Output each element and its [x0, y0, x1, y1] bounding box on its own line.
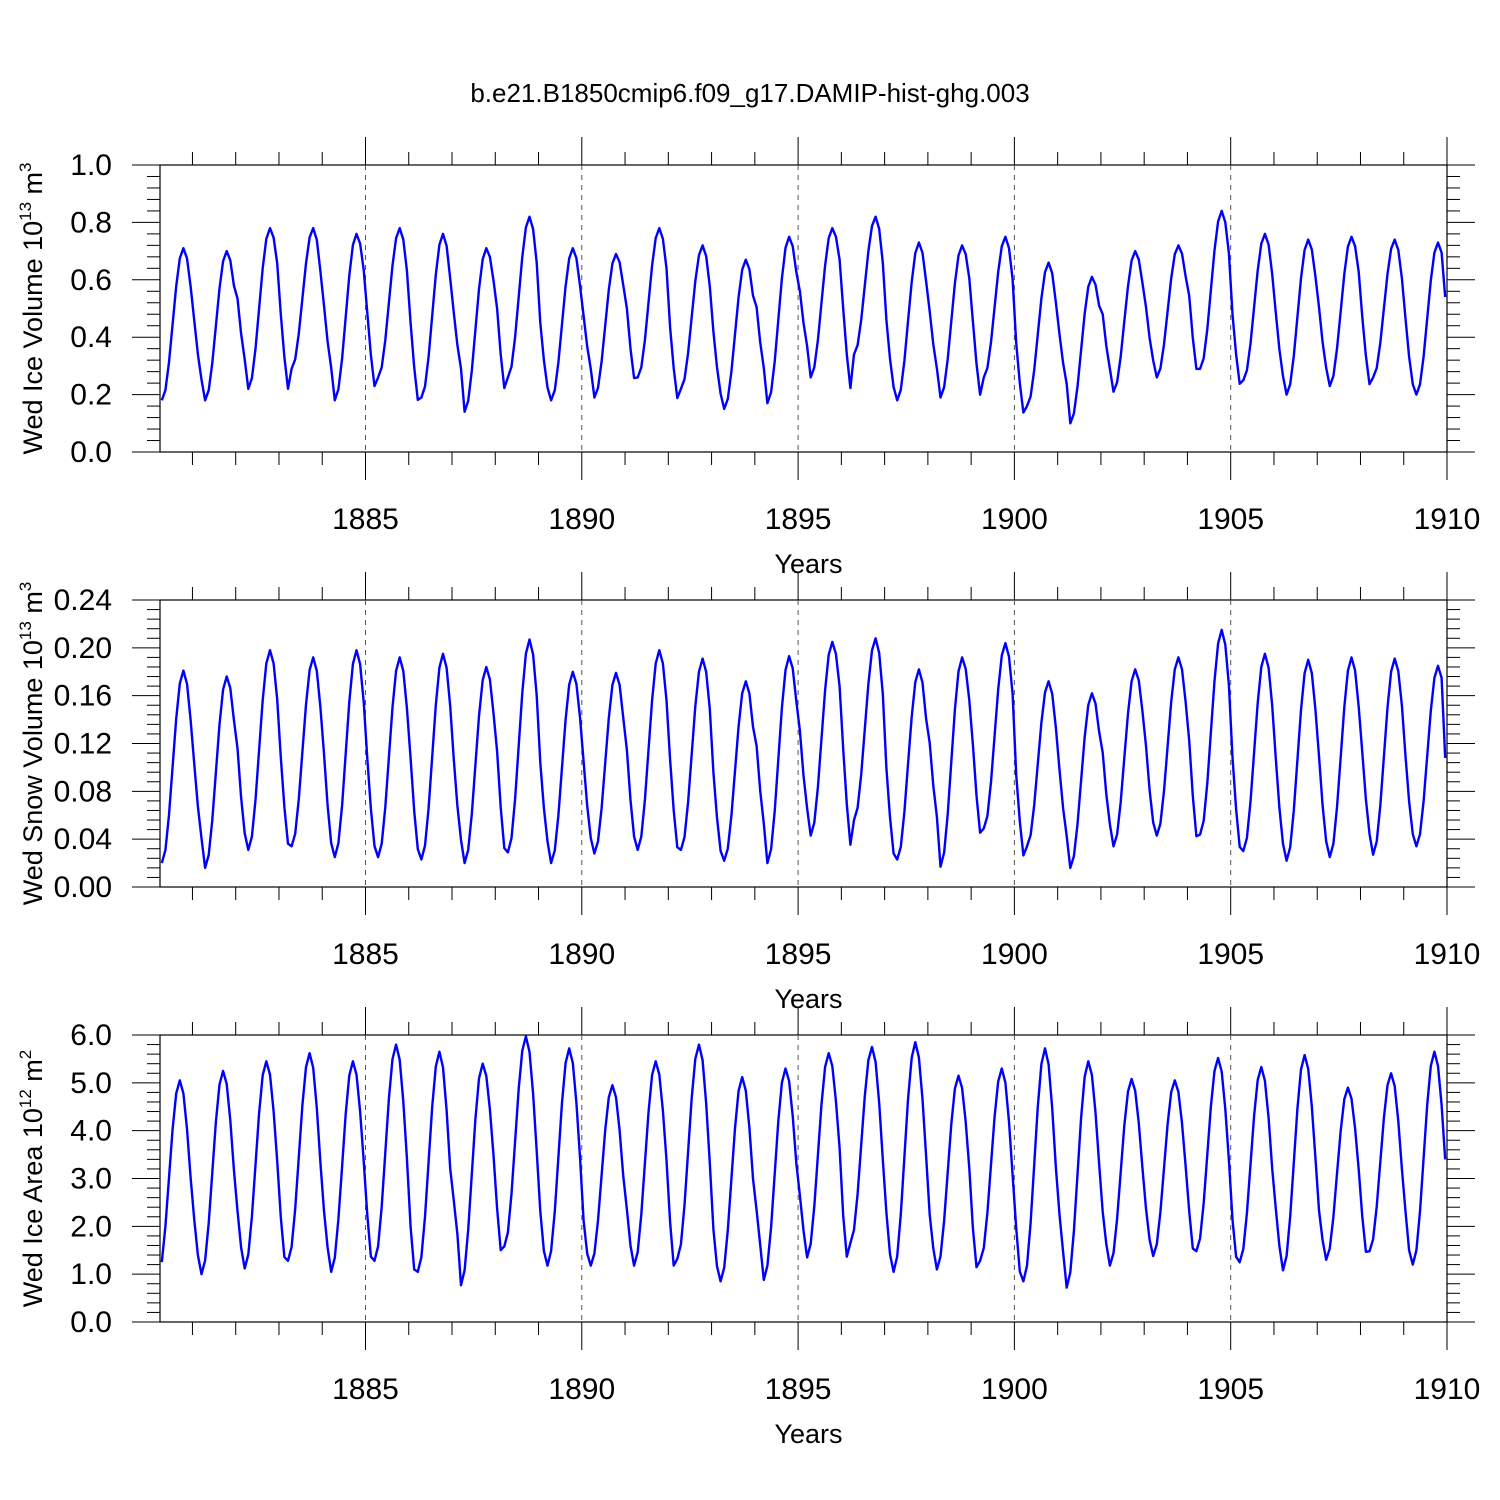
- y-tick-label: 3.0: [70, 1163, 112, 1196]
- y-tick-label: 2.0: [70, 1210, 112, 1243]
- series-line: [160, 209, 1447, 425]
- series-line: [160, 1035, 1447, 1289]
- y-tick-label: 0.0: [70, 1306, 112, 1339]
- x-tick-label: 1905: [1197, 1373, 1264, 1406]
- x-tick-label: 1910: [1414, 503, 1481, 536]
- y-axis-title-superscript: 2: [16, 1050, 35, 1059]
- x-tick-label: 1885: [332, 503, 399, 536]
- y-axis-title-part: m: [18, 172, 48, 202]
- y-tick-label: 0.00: [54, 871, 112, 904]
- x-tick-label: 1895: [765, 1373, 832, 1406]
- x-tick-label: 1900: [981, 503, 1048, 536]
- y-axis-title: Wed Ice Area 1012 m2: [16, 1050, 48, 1308]
- x-tick-label: 1895: [765, 938, 832, 971]
- y-tick-label: 0.6: [70, 264, 112, 297]
- y-tick-label: 6.0: [70, 1019, 112, 1052]
- y-tick-label: 0.08: [54, 775, 112, 808]
- x-tick-label: 1890: [548, 1373, 615, 1406]
- x-tick-label: 1885: [332, 1373, 399, 1406]
- y-axis-title-part: Wed Snow Volume 10: [18, 640, 48, 905]
- y-axis-title-part: Wed Ice Volume 10: [18, 221, 48, 455]
- y-tick-label: 0.0: [70, 436, 112, 469]
- x-tick-label: 1900: [981, 1373, 1048, 1406]
- plot-frame: [159, 1034, 1448, 1323]
- panel-wed-ice-volume: 0.0 0.2 0.4 0.6 0.8 1.0 1885 1890 1895 1900 1905 19…: [16, 137, 1480, 579]
- y-tick-label: 0.2: [70, 379, 112, 412]
- x-tick-label: 1910: [1414, 1373, 1481, 1406]
- figure-title: b.e21.B1850cmip6.f09_g17.DAMIP-hist-ghg.…: [470, 78, 1029, 108]
- y-axis-title: Wed Snow Volume 1013 m3: [16, 582, 48, 906]
- y-tick-label: 4.0: [70, 1115, 112, 1148]
- panel-wed-snow-volume: 0.00 0.04 0.08 0.12 0.16 0.20 0.24 1885 1890 1895…: [16, 572, 1480, 1014]
- x-tick-label: 1890: [548, 503, 615, 536]
- plot-frame: [159, 164, 1448, 453]
- x-axis-title: Years: [774, 1419, 842, 1449]
- y-axis-title: Wed Ice Volume 1013 m3: [16, 162, 48, 454]
- y-axis-title-superscript: 12: [16, 1089, 35, 1108]
- y-axis-title-superscript: 3: [16, 582, 35, 591]
- y-axis-title-superscript: 13: [16, 621, 35, 640]
- y-tick-label: 5.0: [70, 1067, 112, 1100]
- y-tick-label: 0.04: [54, 823, 112, 856]
- y-tick-label: 0.16: [54, 680, 112, 713]
- y-tick-label: 1.0: [70, 1258, 112, 1291]
- x-tick-label: 1910: [1414, 938, 1481, 971]
- x-axis-title: Years: [774, 549, 842, 579]
- x-tick-label: 1905: [1197, 938, 1264, 971]
- y-axis-title-part: m: [18, 1059, 48, 1089]
- y-axis-title-superscript: 13: [16, 202, 35, 221]
- x-tick-label: 1885: [332, 938, 399, 971]
- y-tick-label: 0.8: [70, 206, 112, 239]
- y-axis-title-part: m: [18, 591, 48, 621]
- y-tick-label: 0.20: [54, 632, 112, 665]
- x-tick-label: 1890: [548, 938, 615, 971]
- y-tick-label: 1.0: [70, 149, 112, 182]
- y-tick-label: 0.24: [54, 584, 112, 617]
- y-tick-label: 0.4: [70, 321, 112, 354]
- y-axis-title-superscript: 3: [16, 162, 35, 171]
- panel-wed-ice-area: 0.0 1.0 2.0 3.0 4.0 5.0 6.0 1885 1890 1895 1900 190…: [16, 1007, 1480, 1449]
- x-axis-title: Years: [774, 984, 842, 1014]
- y-tick-label: 0.12: [54, 728, 112, 761]
- y-axis-title-part: Wed Ice Area 10: [18, 1108, 48, 1307]
- x-tick-label: 1905: [1197, 503, 1264, 536]
- series-line: [160, 628, 1447, 870]
- x-tick-label: 1900: [981, 938, 1048, 971]
- x-tick-label: 1895: [765, 503, 832, 536]
